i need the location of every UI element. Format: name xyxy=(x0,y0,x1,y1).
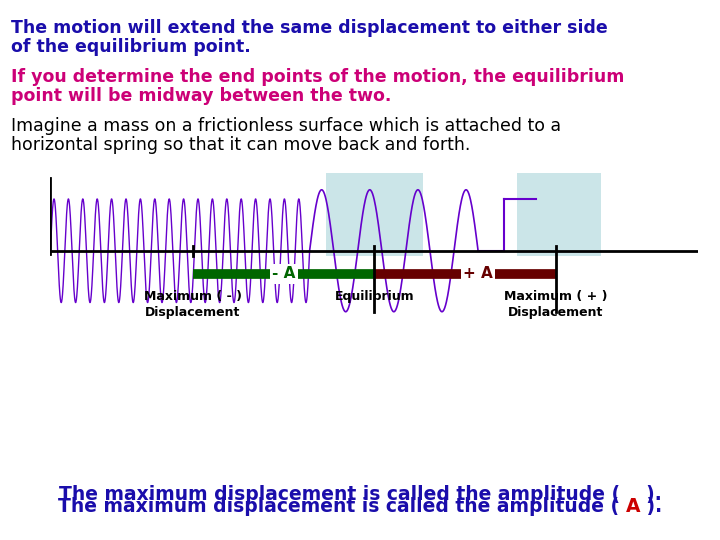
Text: Equilibrium: Equilibrium xyxy=(335,291,414,303)
Text: A: A xyxy=(626,497,640,516)
Text: + A: + A xyxy=(463,266,493,281)
Text: point will be midway between the two.: point will be midway between the two. xyxy=(11,87,391,105)
Bar xyxy=(325,173,423,255)
Text: If you determine the end points of the motion, the equilibrium: If you determine the end points of the m… xyxy=(11,68,624,85)
Text: The motion will extend the same displacement to either side: The motion will extend the same displace… xyxy=(11,19,608,37)
Text: The maximum displacement is called the amplitude (    ).: The maximum displacement is called the a… xyxy=(58,484,662,504)
Text: Maximum ( + )
Displacement: Maximum ( + ) Displacement xyxy=(504,291,608,319)
Text: of the equilibrium point.: of the equilibrium point. xyxy=(11,38,251,56)
Text: Imagine a mass on a frictionless surface which is attached to a: Imagine a mass on a frictionless surface… xyxy=(11,117,561,135)
Bar xyxy=(517,173,601,255)
Text: The maximum displacement is called the amplitude (: The maximum displacement is called the a… xyxy=(58,497,626,516)
Text: ).: ). xyxy=(640,497,662,516)
Text: Maximum ( - )
Displacement: Maximum ( - ) Displacement xyxy=(144,291,242,319)
Text: - A: - A xyxy=(272,266,295,281)
Text: horizontal spring so that it can move back and forth.: horizontal spring so that it can move ba… xyxy=(11,136,470,154)
